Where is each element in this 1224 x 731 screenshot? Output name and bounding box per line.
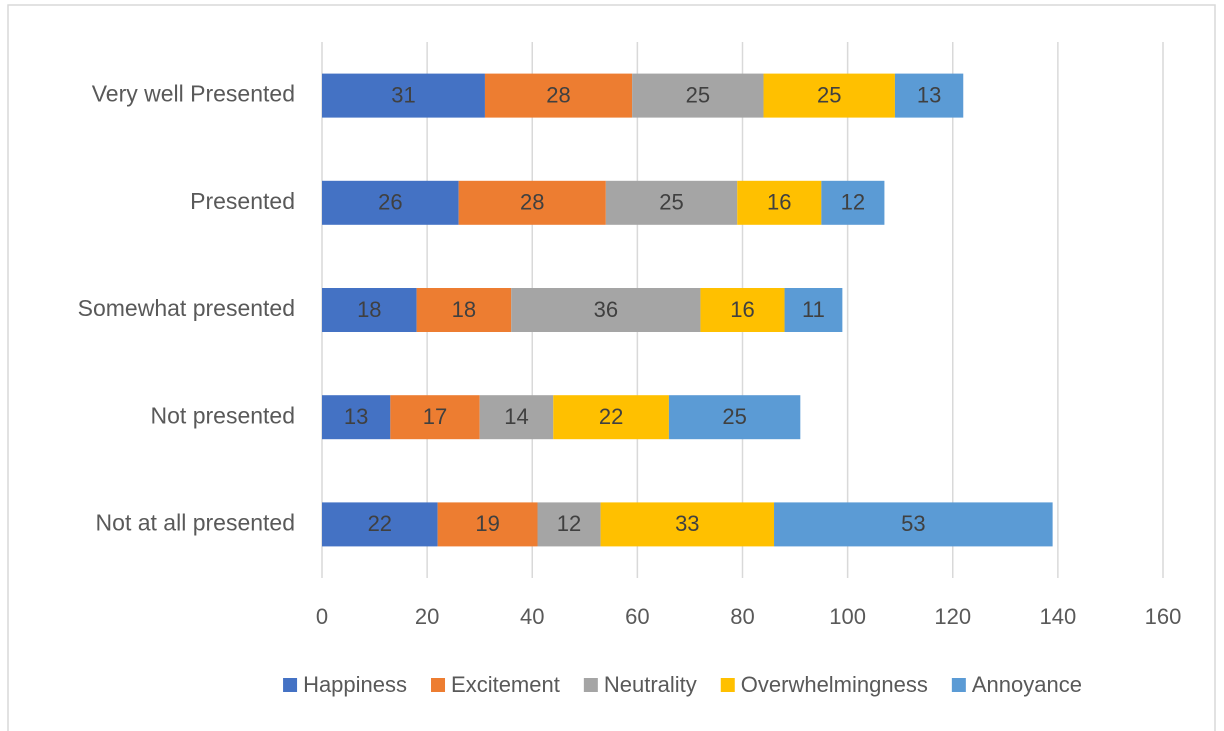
x-tick-label: 80 — [730, 604, 754, 629]
data-label: 31 — [391, 82, 415, 107]
data-label: 22 — [368, 511, 392, 536]
bar-segment — [821, 180, 885, 225]
bar-segment — [774, 502, 1053, 547]
bar-segment — [737, 180, 822, 225]
x-tick-label: 140 — [1040, 604, 1077, 629]
data-label: 11 — [802, 297, 825, 322]
data-label: 13 — [917, 82, 941, 107]
bar-segment — [322, 502, 438, 547]
data-label: 13 — [344, 404, 368, 429]
data-label: 26 — [378, 190, 402, 215]
y-tick-label: Not presented — [151, 402, 295, 428]
legend-swatch — [583, 678, 598, 692]
bar-segment — [322, 180, 459, 225]
data-label: 33 — [675, 511, 699, 536]
chart-frame — [7, 4, 1216, 731]
legend-label: Neutrality — [604, 672, 697, 697]
data-label: 28 — [546, 82, 570, 107]
bar-segment — [632, 73, 764, 118]
bar-segment — [600, 502, 775, 547]
data-label: 19 — [475, 511, 499, 536]
data-label: 16 — [730, 297, 754, 322]
bar-segment — [484, 73, 633, 118]
data-label: 17 — [423, 404, 447, 429]
bar-segment — [668, 395, 801, 440]
x-tick-label: 160 — [1145, 604, 1182, 629]
bar-segment — [322, 395, 391, 440]
data-label: 14 — [504, 404, 528, 429]
bar-segment — [537, 502, 601, 547]
x-tick-label: 20 — [415, 604, 439, 629]
data-label: 36 — [594, 297, 618, 322]
data-label: 18 — [452, 297, 476, 322]
data-label: 12 — [557, 511, 581, 536]
data-label: 25 — [686, 82, 710, 107]
bar-segment — [390, 395, 480, 440]
bar-segment — [605, 180, 738, 225]
legend-label: Annoyance — [972, 672, 1082, 697]
legend-label: Overwhelmingness — [741, 672, 928, 697]
bar-segment — [437, 502, 538, 547]
data-label: 22 — [599, 404, 623, 429]
legend-label: Excitement — [451, 672, 560, 697]
data-label: 18 — [357, 297, 381, 322]
y-tick-label: Very well Presented — [92, 81, 295, 107]
x-tick-label: 40 — [520, 604, 544, 629]
legend-swatch — [720, 678, 735, 692]
legend-label: Happiness — [303, 672, 407, 697]
data-label: 28 — [520, 190, 544, 215]
legend-swatch — [951, 678, 966, 692]
x-tick-label: 60 — [625, 604, 649, 629]
bar-segment — [479, 395, 554, 440]
x-tick-label: 0 — [316, 604, 328, 629]
bar-segment — [553, 395, 669, 440]
x-tick-label: 100 — [829, 604, 866, 629]
data-label: 25 — [817, 82, 841, 107]
bar-segment — [322, 288, 417, 332]
bar-segment — [511, 288, 701, 332]
data-label: 25 — [722, 404, 746, 429]
bar-segment — [894, 73, 964, 118]
bar-segment — [700, 288, 785, 332]
data-label: 25 — [659, 190, 683, 215]
legend-swatch — [283, 678, 298, 692]
y-tick-label: Not at all presented — [96, 509, 295, 535]
bar-segment — [784, 288, 843, 332]
data-label: 12 — [841, 190, 865, 215]
bar-segment — [322, 73, 485, 118]
y-tick-label: Somewhat presented — [78, 295, 295, 321]
bar-segment — [763, 73, 895, 118]
data-label: 16 — [767, 190, 791, 215]
bar-segment — [458, 180, 606, 225]
bar-segment — [416, 288, 512, 332]
y-tick-label: Presented — [190, 188, 295, 214]
legend-swatch — [431, 678, 446, 692]
x-tick-label: 120 — [934, 604, 971, 629]
data-label: 53 — [901, 511, 925, 536]
